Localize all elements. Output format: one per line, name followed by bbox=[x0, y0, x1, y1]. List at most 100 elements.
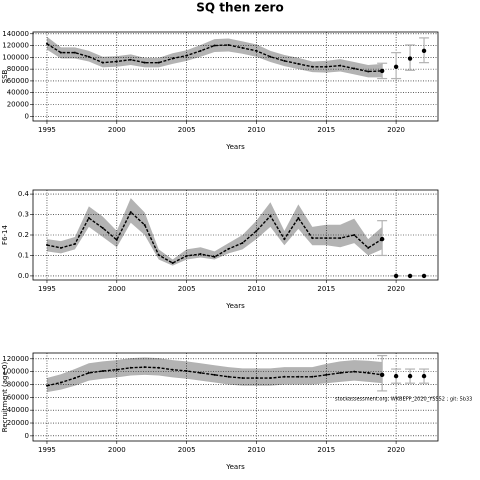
estimate-point bbox=[339, 371, 342, 374]
plot-frame bbox=[32, 189, 439, 281]
estimate-point bbox=[353, 234, 356, 236]
y-tick-label: 100000 bbox=[2, 53, 29, 61]
estimate-point bbox=[353, 67, 356, 70]
estimate-point bbox=[143, 366, 146, 369]
estimate-point bbox=[199, 371, 202, 374]
estimate-point bbox=[367, 371, 370, 374]
estimate-point bbox=[311, 375, 314, 378]
estimate-point bbox=[241, 46, 244, 49]
estimate-point bbox=[143, 223, 146, 226]
forecast-point bbox=[379, 68, 385, 74]
y-axis-label: Recruitment (age 0) bbox=[1, 362, 9, 433]
x-axis-label: Years bbox=[225, 302, 245, 310]
plot-frame bbox=[32, 31, 439, 122]
forecast-point bbox=[393, 373, 399, 379]
estimate-point bbox=[171, 57, 174, 60]
estimate-point bbox=[325, 65, 328, 68]
estimate-point bbox=[241, 377, 244, 380]
estimate-point bbox=[367, 246, 370, 249]
x-tick-label: 2000 bbox=[108, 446, 126, 454]
estimate-point bbox=[171, 262, 174, 265]
estimate-point bbox=[269, 377, 272, 380]
y-axis-label: SSB bbox=[1, 69, 9, 83]
x-tick-label: 2020 bbox=[387, 126, 405, 134]
y-tick-label: 80000 bbox=[7, 380, 29, 388]
estimate-point bbox=[227, 43, 230, 46]
y-tick-label: 0.1 bbox=[18, 251, 29, 259]
estimate-point bbox=[367, 70, 370, 73]
estimate-point bbox=[101, 61, 104, 64]
forecast-point bbox=[407, 373, 413, 379]
x-tick-label: 2015 bbox=[317, 446, 335, 454]
estimate-point bbox=[115, 60, 118, 63]
estimate-point bbox=[73, 377, 76, 380]
estimate-point bbox=[255, 229, 258, 232]
estimate-point bbox=[45, 244, 48, 247]
y-tick-label: 60000 bbox=[7, 393, 29, 401]
x-tick-label: 2010 bbox=[248, 446, 266, 454]
estimate-point bbox=[171, 368, 174, 371]
confidence-band bbox=[46, 198, 383, 266]
estimate-point bbox=[339, 64, 342, 67]
y-tick-label: 80000 bbox=[7, 65, 29, 73]
estimate-point bbox=[129, 211, 132, 214]
y-tick-label: 0.2 bbox=[18, 231, 29, 239]
forecast-point bbox=[393, 64, 399, 69]
x-tick-label: 2005 bbox=[178, 285, 196, 293]
x-tick-label: 2005 bbox=[178, 446, 196, 454]
estimate-point bbox=[241, 241, 244, 244]
forecast-point bbox=[407, 56, 413, 61]
forecast-point bbox=[379, 236, 385, 242]
y-tick-label: 20000 bbox=[7, 100, 29, 108]
estimate-point bbox=[157, 61, 160, 64]
x-tick-label: 1995 bbox=[38, 446, 56, 454]
estimate-point bbox=[213, 44, 216, 47]
x-tick-label: 2000 bbox=[108, 285, 126, 293]
estimate-point bbox=[157, 254, 160, 257]
x-tick-label: 2000 bbox=[108, 126, 126, 134]
estimate-point bbox=[185, 369, 188, 372]
y-tick-label: 120000 bbox=[2, 355, 29, 363]
estimate-point bbox=[283, 238, 286, 241]
estimate-point bbox=[59, 246, 62, 249]
x-tick-label: 2020 bbox=[387, 285, 405, 293]
y-tick-label: 20000 bbox=[7, 419, 29, 427]
estimate-point bbox=[101, 227, 104, 230]
confidence-band bbox=[46, 36, 383, 78]
x-tick-label: 2015 bbox=[317, 126, 335, 134]
estimate-point bbox=[45, 384, 48, 387]
estimate-point bbox=[199, 49, 202, 52]
estimate-point bbox=[311, 65, 314, 68]
estimate-point bbox=[185, 254, 188, 257]
estimate-point bbox=[325, 237, 328, 240]
y-axis-label: F6-14 bbox=[1, 225, 9, 245]
estimate-point bbox=[73, 243, 76, 245]
plot-frame bbox=[32, 352, 439, 442]
estimate-point bbox=[101, 369, 104, 372]
x-tick-label: 1995 bbox=[38, 285, 56, 293]
estimate-point bbox=[269, 55, 272, 58]
forecast-point bbox=[379, 372, 385, 378]
estimate-point bbox=[87, 371, 90, 374]
y-tick-label: 140000 bbox=[2, 30, 29, 38]
x-tick-label: 1995 bbox=[38, 126, 56, 134]
y-tick-label: 100000 bbox=[2, 368, 29, 376]
estimate-point bbox=[227, 247, 230, 250]
estimate-point bbox=[353, 370, 356, 373]
estimate-point bbox=[199, 253, 202, 256]
y-tick-label: 60000 bbox=[7, 77, 29, 85]
y-tick-label: 0.4 bbox=[18, 190, 30, 198]
estimate-point bbox=[213, 255, 216, 258]
estimate-point bbox=[115, 368, 118, 371]
x-axis-label: Years bbox=[225, 463, 245, 471]
y-tick-label: 120000 bbox=[2, 42, 29, 50]
estimate-point bbox=[157, 366, 160, 369]
y-tick-label: 40000 bbox=[7, 406, 29, 414]
estimate-point bbox=[255, 377, 258, 380]
estimate-point bbox=[213, 373, 216, 376]
estimate-point bbox=[115, 238, 118, 241]
figure-title: SQ then zero bbox=[196, 1, 283, 15]
estimate-point bbox=[283, 375, 286, 378]
x-tick-label: 2015 bbox=[317, 285, 335, 293]
estimate-point bbox=[45, 42, 48, 45]
